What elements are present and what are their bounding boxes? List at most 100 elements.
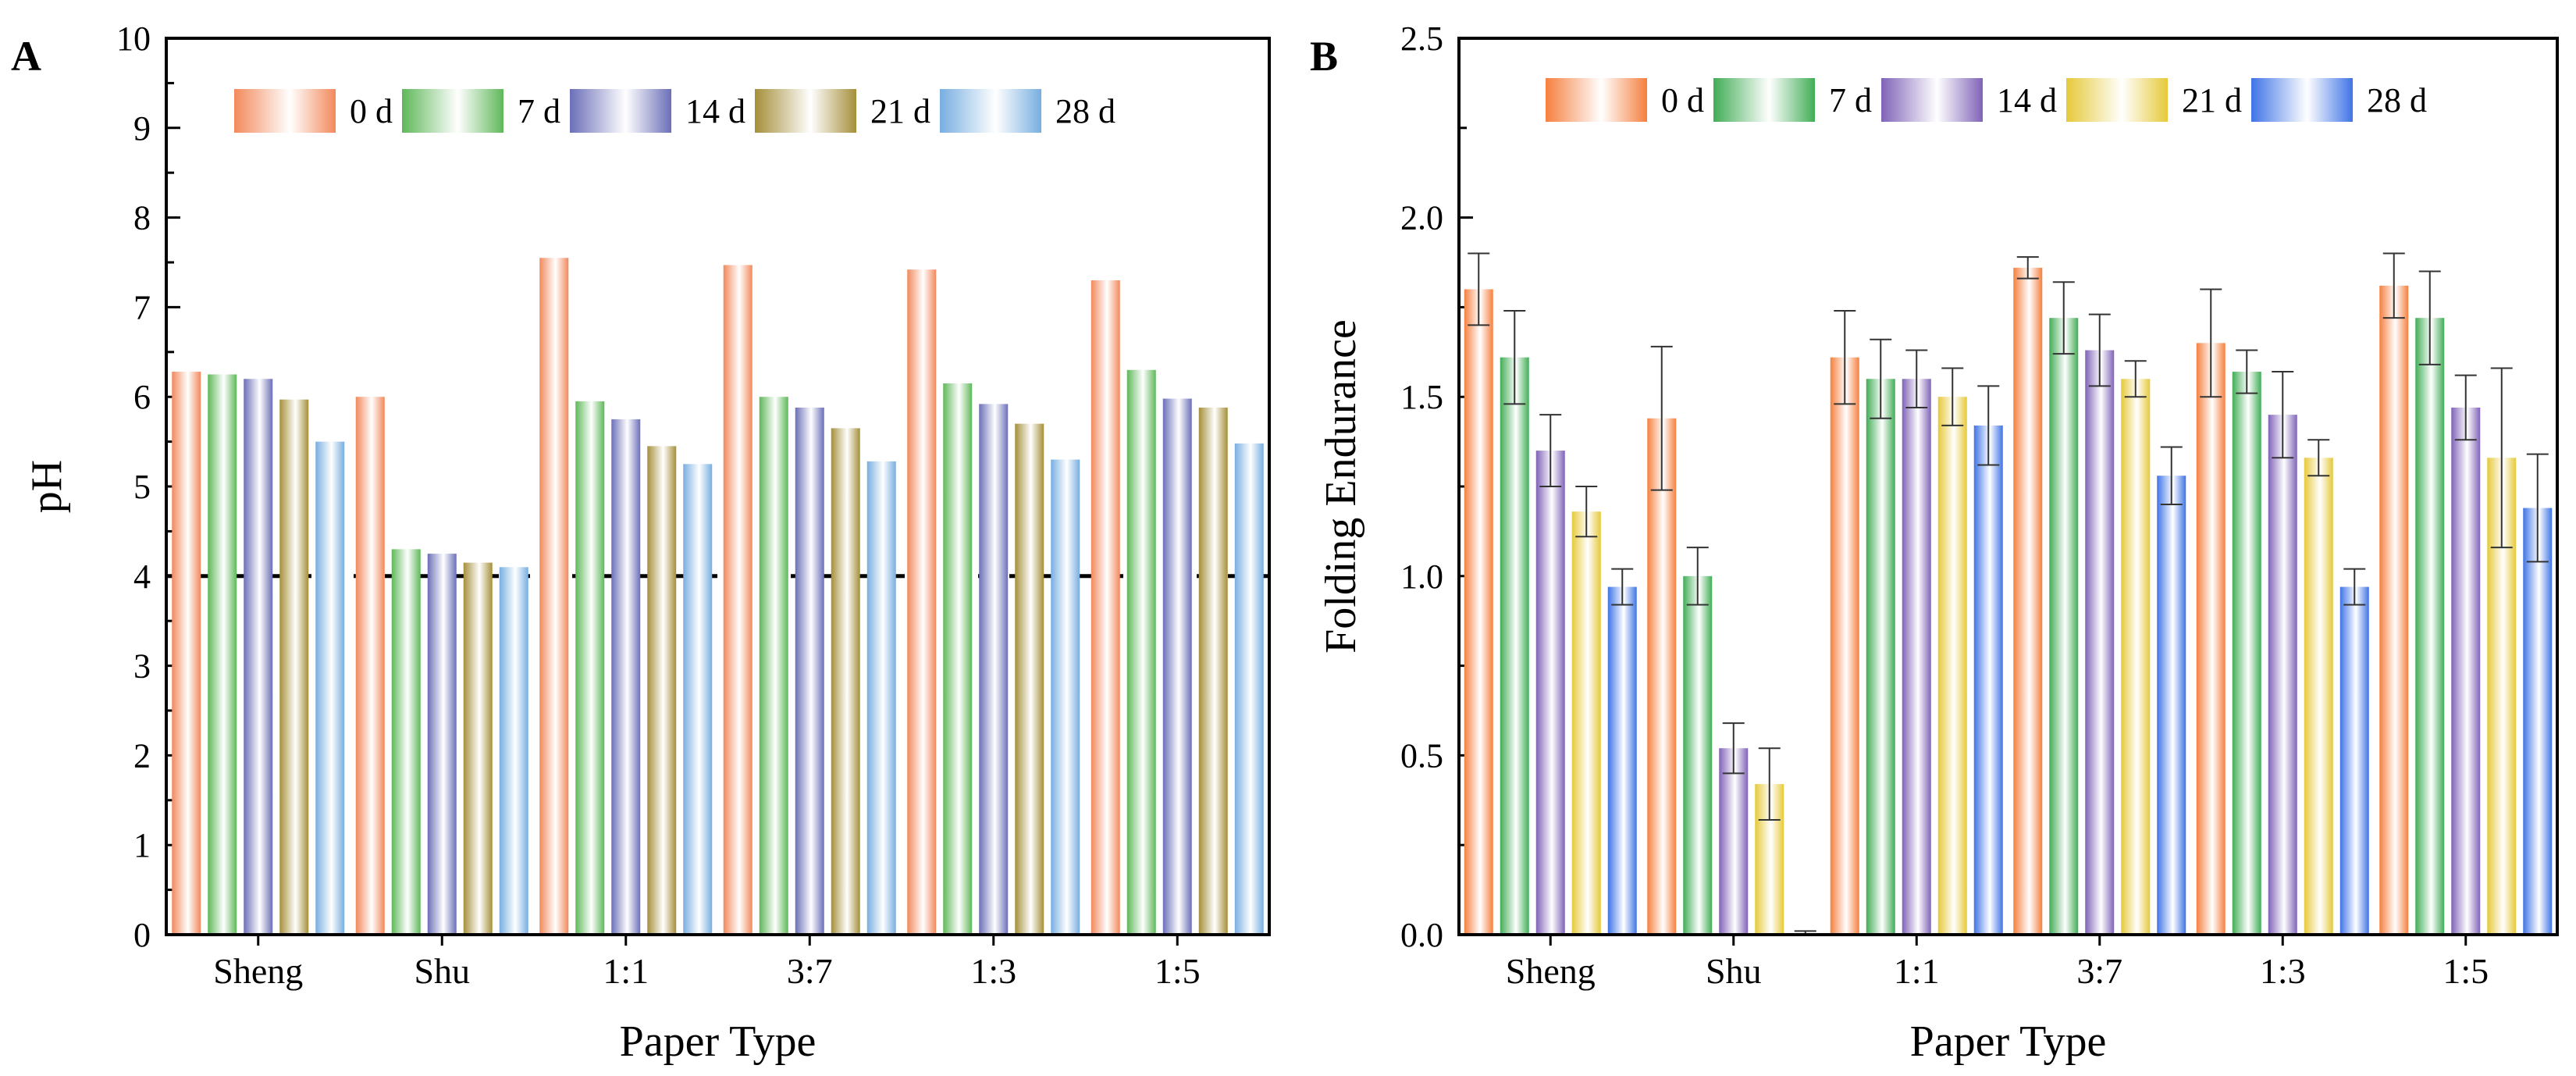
legend-label: 0 d <box>1661 81 1704 119</box>
bar-7d-1-3 <box>943 383 973 935</box>
error-bar <box>1870 338 1892 419</box>
legend-swatch <box>1881 78 1983 122</box>
error-bar <box>1575 486 1598 538</box>
bar-0d-Shu <box>355 397 385 935</box>
bar-7d-1-5 <box>1126 369 1156 935</box>
legend-a: 0 d 7 d 14 d 21 d 28 d <box>234 89 1115 133</box>
bar-21d-1-1 <box>1937 397 1967 935</box>
bar-28d-1-1 <box>1973 425 2003 935</box>
bar-28d-1-3 <box>2339 586 2369 935</box>
error-bar <box>2088 313 2111 387</box>
x-tick-label: Sheng <box>213 951 303 991</box>
legend-label: 14 d <box>685 92 745 130</box>
bar-0d-1-3 <box>2196 343 2226 935</box>
bar-0d-3-7 <box>2013 267 2043 935</box>
legend-label: 21 d <box>2182 81 2242 119</box>
bar-28d-1-1 <box>683 464 713 935</box>
legend-swatch <box>1713 78 1815 122</box>
y-tick-label: 8 <box>133 199 151 237</box>
bar-14d-1-5 <box>1162 398 1192 935</box>
bar-0d-1-5 <box>2379 285 2409 935</box>
legend-label: 21 d <box>870 92 930 130</box>
x-tick-label: 1:5 <box>1155 951 1201 991</box>
x-tick-label: 1:5 <box>2443 951 2489 991</box>
x-tick-label: Shu <box>414 951 470 991</box>
error-bar <box>2272 371 2294 459</box>
y-axis-label: Folding Endurance <box>1317 319 1365 654</box>
bar-28d-Sheng <box>1607 586 1637 935</box>
error-bar <box>2236 349 2258 394</box>
error-bar <box>2526 453 2549 563</box>
bar-0d-Sheng <box>1464 289 1493 935</box>
x-axis-label: Paper Type <box>620 1017 817 1066</box>
bar-7d-Sheng <box>208 374 237 935</box>
bar-7d-3-7 <box>759 397 788 935</box>
x-tick-label: Sheng <box>1506 951 1596 991</box>
bar-21d-3-7 <box>831 428 860 935</box>
x-tick-label: 3:7 <box>787 951 833 991</box>
bar-0d-Sheng <box>172 372 201 935</box>
y-tick-label: 10 <box>116 20 151 58</box>
y-tick-label: 0 <box>133 916 151 954</box>
legend-b: 0 d 7 d 14 d 21 d 28 d <box>1546 78 2427 122</box>
error-bar <box>2418 270 2441 365</box>
y-tick-label: 2.0 <box>1400 199 1443 237</box>
error-bar <box>2124 360 2147 398</box>
bar-14d-1-1 <box>1902 379 1931 935</box>
legend-label: 7 d <box>518 92 560 130</box>
bar-21d-Sheng <box>1571 511 1601 935</box>
error-bar <box>2016 256 2039 280</box>
y-tick-label: 2.5 <box>1400 20 1443 58</box>
plot-frame <box>1457 37 2559 936</box>
bar-7d-Shu <box>391 549 421 935</box>
x-axis-label: Paper Type <box>1910 1017 2107 1066</box>
y-tick-label: 4 <box>133 558 151 596</box>
bar-0d-Shu <box>1647 418 1677 935</box>
bar-28d-Shu <box>499 567 528 935</box>
legend-swatch <box>1546 78 1647 122</box>
bar-14d-Shu <box>427 554 457 935</box>
bar-14d-1-5 <box>2451 407 2481 935</box>
x-tick-label: 3:7 <box>2076 951 2122 991</box>
bar-14d-Sheng <box>1535 451 1565 935</box>
bar-28d-Sheng <box>315 441 345 935</box>
legend-swatch <box>234 89 336 133</box>
bar-0d-1-1 <box>1830 357 1859 935</box>
bar-7d-1-1 <box>1866 379 1895 935</box>
bar-7d-Sheng <box>1500 357 1529 935</box>
error-bar <box>1941 367 1964 426</box>
bar-0d-1-3 <box>907 269 937 935</box>
panel-label-b: B <box>1310 33 1338 80</box>
error-bar <box>1834 309 1856 405</box>
bar-14d-1-1 <box>611 419 641 935</box>
bar-7d-1-5 <box>2415 318 2445 935</box>
bar-14d-Shu <box>1719 748 1749 935</box>
error-bar <box>2200 288 2222 398</box>
bar-28d-1-5 <box>2523 508 2553 935</box>
error-bar <box>1905 349 1928 408</box>
bar-28d-1-5 <box>1234 443 1264 935</box>
bar-14d-1-3 <box>2268 415 2297 935</box>
bar-7d-Shu <box>1683 575 1713 935</box>
bar-0d-1-1 <box>539 258 569 935</box>
x-tick-label: Shu <box>1706 951 1762 991</box>
bar-21d-1-1 <box>647 446 677 935</box>
y-tick-label: 3 <box>133 647 151 686</box>
bar-0d-1-5 <box>1091 280 1120 935</box>
x-tick-label: 1:1 <box>1894 951 1940 991</box>
error-bar <box>1503 309 1526 405</box>
bar-7d-1-1 <box>575 401 605 935</box>
plot-frame <box>165 37 1271 936</box>
x-tick-label: 1:3 <box>2260 951 2306 991</box>
bar-28d-3-7 <box>2157 476 2186 935</box>
bar-14d-1-3 <box>979 404 1009 935</box>
error-bar <box>2052 281 2075 355</box>
error-bar <box>1539 414 1562 487</box>
error-bar <box>1686 547 1709 606</box>
legend-swatch <box>940 89 1041 133</box>
bar-7d-1-3 <box>2232 372 2261 935</box>
x-tick-label: 1:3 <box>970 951 1016 991</box>
error-bar <box>1611 568 1634 606</box>
legend-label: 7 d <box>1829 81 1872 119</box>
